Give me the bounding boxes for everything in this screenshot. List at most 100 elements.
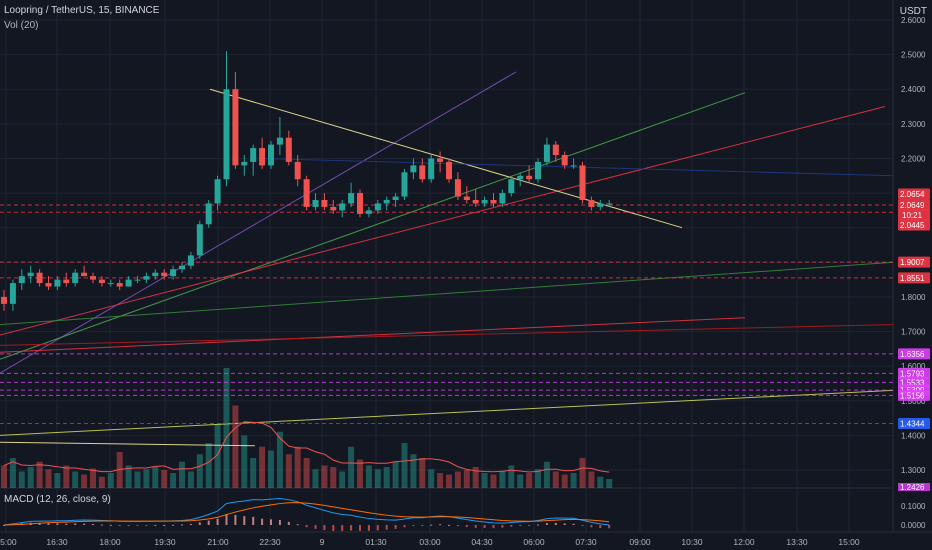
volume-bar [321, 465, 328, 488]
volume-bar [285, 454, 292, 488]
volume-bar [276, 431, 283, 488]
macd-histogram-bar [581, 525, 584, 526]
price-label-text: 1.8551 [900, 274, 925, 283]
macd-histogram-bar [403, 525, 406, 528]
candle-body [446, 161, 452, 180]
candle-body [499, 193, 506, 204]
price-label-text: 1.4344 [900, 419, 925, 428]
macd-histogram-bar [127, 525, 130, 526]
trend-line [0, 92, 746, 360]
candle-body [357, 193, 363, 214]
macd-histogram-bar [599, 525, 602, 528]
volume-bar [152, 467, 159, 488]
price-label-box [898, 367, 930, 379]
macd-histogram-bar [510, 525, 513, 527]
candle-body [419, 165, 426, 180]
price-tick-label: 1.6000 [901, 362, 926, 371]
candle-body [321, 200, 328, 207]
candle-body [561, 155, 568, 166]
candle-body [179, 265, 185, 270]
volume-bar [312, 469, 319, 488]
volume-ma-line [3, 421, 610, 473]
candle-body [241, 161, 248, 166]
candle-body [392, 196, 399, 200]
volume-bar [36, 461, 43, 488]
macd-histogram-bar [243, 516, 246, 525]
macd-histogram-bar [341, 525, 344, 532]
volume-bar [223, 368, 230, 488]
price-label-box [898, 389, 930, 401]
time-tick-label: 18:00 [99, 537, 121, 547]
macd-histogram-bar [421, 525, 424, 526]
volume-bar [107, 473, 114, 488]
candle-body [134, 279, 141, 281]
candle-body [98, 279, 105, 284]
macd-histogram-bar [109, 524, 112, 526]
price-label-text: 1.9007 [900, 258, 925, 267]
macd-histogram-bar [332, 525, 335, 531]
price-label-box [898, 256, 930, 268]
price-label-box [898, 417, 930, 429]
macd-histogram-bar [287, 521, 290, 525]
price-tick-label: 1.8000 [901, 293, 926, 302]
price-label-box [898, 199, 930, 211]
macd-histogram-bar [216, 518, 219, 525]
candle-body [294, 161, 301, 180]
macd-histogram-bar [448, 524, 450, 526]
volume-bar [1, 465, 7, 488]
macd-histogram-bar [38, 522, 41, 525]
candle-body [552, 144, 559, 155]
candle-body [588, 200, 595, 207]
price-label-text: 1.6356 [900, 350, 925, 359]
macd-histogram-bar [385, 525, 388, 530]
macd-histogram-bar [207, 520, 210, 525]
volume-bar [454, 471, 461, 488]
price-tick-label: 1.7000 [901, 328, 926, 337]
macd-histogram-bar [367, 525, 370, 531]
volume-bar [63, 465, 70, 488]
price-label-text: 1.5533 [900, 378, 925, 387]
volume-bar [339, 471, 346, 488]
price-tick-label: 2.6000 [901, 16, 926, 25]
volume-bar [81, 474, 88, 488]
volume-bar [410, 454, 417, 488]
macd-histogram-bar [590, 525, 593, 528]
volume-bar [463, 470, 470, 488]
macd-histogram-bar [350, 525, 353, 531]
macd-histogram-bar [198, 522, 201, 525]
volume-bar [383, 467, 390, 488]
volume-bar [116, 452, 123, 488]
candle-body [268, 144, 274, 166]
macd-histogram-bar [359, 525, 361, 531]
macd-histogram-bar [100, 524, 103, 526]
volume-bar [552, 471, 559, 488]
partial-label-text: 1.2426 [900, 483, 925, 492]
volume-bar [490, 474, 497, 488]
candle-body [223, 89, 230, 180]
macd-histogram-bar [545, 523, 548, 525]
volume-bar [348, 446, 355, 488]
macd-histogram-bar [47, 523, 50, 525]
macd-histogram-bar [412, 525, 415, 526]
price-tick-label: 2.4000 [901, 85, 926, 94]
macd-indicator-label: MACD (12, 26, close, 9) [4, 494, 111, 505]
candle-body [27, 272, 34, 277]
macd-histogram-bar [483, 525, 486, 528]
candle-body [526, 175, 533, 180]
candle-body [517, 175, 524, 180]
countdown-box [898, 209, 930, 221]
macd-histogram-bar [474, 525, 477, 528]
candle-body [348, 193, 355, 204]
candle-body [579, 165, 586, 200]
time-tick-label: 22:30 [259, 537, 281, 547]
volume-bar [446, 474, 452, 488]
macd-histogram-bar [83, 523, 86, 525]
macd-histogram-bar [136, 525, 139, 526]
candle-body [107, 283, 114, 285]
volume-bar [232, 405, 239, 488]
volume-bar [374, 469, 381, 488]
volume-bar [437, 473, 444, 488]
time-tick-label: 12:00 [733, 537, 755, 547]
candle-body [330, 206, 337, 211]
